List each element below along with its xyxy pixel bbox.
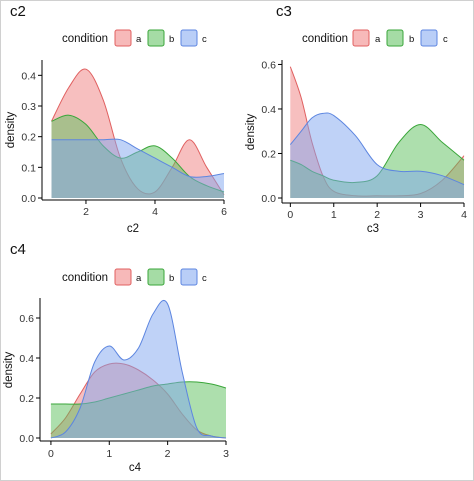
density-line-c — [51, 138, 225, 178]
density-area-c — [290, 112, 464, 198]
density-line-c — [50, 299, 227, 439]
legend: condition a b c — [62, 29, 207, 47]
density-areas — [50, 299, 227, 439]
x-tick-label: 1 — [106, 448, 112, 460]
legend-key-a — [114, 268, 132, 286]
x-tick-label: 1 — [331, 209, 337, 221]
panel-title: c3 — [276, 3, 292, 20]
y-ticks: 0.0 0.2 0.4 0.6 — [19, 313, 34, 445]
legend-label-a: a — [136, 273, 142, 284]
y-axis-label: density — [3, 352, 15, 389]
legend-key-c — [420, 29, 438, 47]
y-tick-label: 0.0 — [21, 193, 36, 205]
x-tick-label: 0 — [48, 448, 54, 460]
legend-key-a — [352, 29, 370, 47]
x-tick-label: 3 — [418, 209, 424, 221]
panel-c3: c3 condition a b c 0 1 2 3 4 0.0 0.2 0.4… — [245, 3, 467, 235]
legend-key-b — [147, 29, 165, 47]
y-tick-label: 0.0 — [19, 433, 34, 445]
x-tick-label: 4 — [461, 209, 467, 221]
density-area-c — [50, 300, 227, 438]
density-areas — [51, 68, 225, 198]
legend-label-b: b — [169, 273, 174, 284]
panel-c4: c4 condition a b c 0 1 2 3 0.0 0.2 0.4 0… — [3, 241, 229, 474]
legend-label-c: c — [202, 34, 207, 45]
legend: condition a b c — [62, 268, 207, 286]
x-axis-label: c3 — [367, 223, 379, 235]
x-tick-label: 2 — [83, 206, 89, 218]
x-ticks: 0 1 2 3 — [48, 448, 229, 460]
x-tick-label: 2 — [165, 448, 171, 460]
density-line-c — [289, 112, 465, 186]
legend-key-b — [386, 29, 404, 47]
panel-c2: c2 condition a b c 2 4 6 0.0 0.1 0.2 0.3… — [5, 3, 227, 235]
legend-title: condition — [62, 33, 108, 45]
legend-label-c: c — [443, 34, 448, 45]
y-tick-label: 0.4 — [19, 353, 34, 365]
y-ticks: 0.0 0.2 0.4 0.6 — [261, 60, 276, 206]
x-tick-label: 6 — [221, 206, 227, 218]
legend-label-a: a — [375, 34, 381, 45]
density-area-c — [51, 139, 224, 198]
x-tick-label: 3 — [223, 448, 229, 460]
x-tick-label: 4 — [152, 206, 158, 218]
x-ticks: 2 4 6 — [83, 206, 227, 218]
legend-title: condition — [62, 272, 108, 284]
x-tick-label: 2 — [374, 209, 380, 221]
x-tick-label: 0 — [287, 209, 293, 221]
y-tick-label: 0.2 — [261, 149, 276, 161]
y-tick-label: 0.4 — [21, 70, 36, 82]
y-tick-label: 0.6 — [19, 313, 34, 325]
y-tick-label: 0.1 — [21, 162, 36, 174]
y-tick-label: 0.3 — [21, 101, 36, 113]
y-tick-label: 0.6 — [261, 60, 276, 72]
y-tick-label: 0.2 — [19, 393, 34, 405]
y-axis-label: density — [245, 114, 257, 151]
x-axis-label: c4 — [129, 462, 142, 474]
legend-label-c: c — [202, 273, 207, 284]
panel-title: c2 — [10, 3, 26, 20]
legend-title: condition — [302, 33, 348, 45]
y-axis-label: density — [5, 112, 17, 149]
legend-label-b: b — [169, 34, 174, 45]
y-ticks: 0.0 0.1 0.2 0.3 0.4 — [21, 70, 36, 205]
x-ticks: 0 1 2 3 4 — [287, 209, 467, 221]
panel-title: c4 — [10, 241, 26, 258]
legend-key-a — [114, 29, 132, 47]
density-areas — [289, 66, 465, 198]
legend-key-c — [180, 268, 198, 286]
y-tick-label: 0.2 — [21, 132, 36, 144]
y-tick-label: 0.4 — [261, 104, 276, 116]
legend: condition a b c — [302, 29, 448, 47]
legend-key-b — [147, 268, 165, 286]
x-axis-label: c2 — [127, 223, 139, 235]
legend-label-b: b — [409, 34, 414, 45]
y-tick-label: 0.0 — [261, 193, 276, 205]
legend-label-a: a — [136, 34, 142, 45]
legend-key-c — [180, 29, 198, 47]
